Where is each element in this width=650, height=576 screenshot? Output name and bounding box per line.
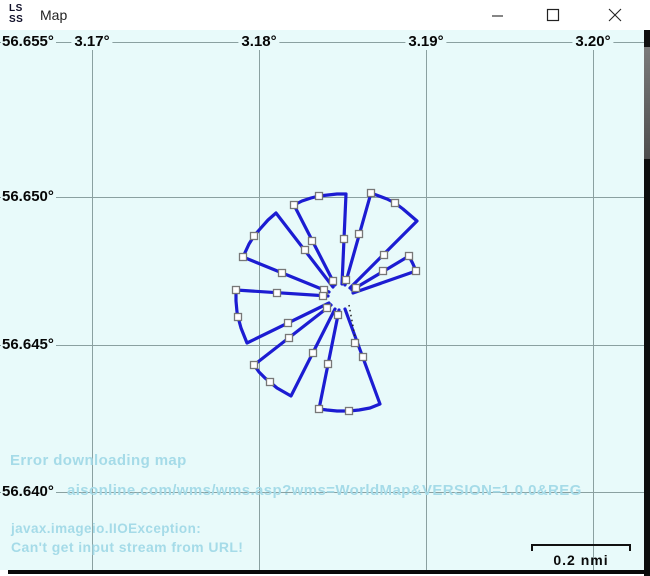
error-message-detail: Can't get input stream from URL! xyxy=(11,539,244,555)
lat-label: 56.640° xyxy=(1,483,56,500)
waypoint-marker[interactable] xyxy=(284,333,294,343)
waypoint-marker[interactable] xyxy=(249,231,259,241)
waypoint-marker[interactable] xyxy=(328,276,338,286)
grid-line-lon xyxy=(593,42,594,570)
scale-bar: 0.2 nmi xyxy=(527,540,635,572)
lon-label: 3.17° xyxy=(71,33,113,50)
window-bottom-border xyxy=(8,570,650,574)
grid-line-lon xyxy=(426,42,427,570)
waypoint-marker[interactable] xyxy=(300,245,310,255)
minimize-button[interactable] xyxy=(483,1,511,29)
waypoint-marker[interactable] xyxy=(308,348,318,358)
app-icon: LS SS xyxy=(9,3,23,25)
lat-label: 56.650° xyxy=(1,188,56,205)
scale-bar-tick-left xyxy=(531,544,533,551)
waypoint-marker[interactable] xyxy=(323,359,333,369)
background-window-strip xyxy=(644,30,650,576)
waypoint-marker[interactable] xyxy=(351,283,361,293)
error-message-url: aisonline.com/wms/wms.asp?wms=WorldMap&V… xyxy=(67,482,582,499)
waypoint-marker[interactable] xyxy=(378,266,388,276)
grid-line-lat xyxy=(0,492,645,493)
maximize-button[interactable] xyxy=(539,1,567,29)
waypoint-marker[interactable] xyxy=(354,229,364,239)
waypoint-marker[interactable] xyxy=(238,252,248,262)
waypoint-marker[interactable] xyxy=(322,303,332,313)
waypoint-marker[interactable] xyxy=(318,291,328,301)
survey-track-petal[interactable] xyxy=(350,254,418,295)
grid-line-lat xyxy=(0,345,645,346)
waypoint-marker[interactable] xyxy=(333,310,343,320)
scale-bar-label: 0.2 nmi xyxy=(553,552,609,568)
scale-bar-tick-right xyxy=(629,544,631,551)
lon-label: 3.20° xyxy=(572,33,614,50)
maximize-icon xyxy=(546,8,560,22)
lon-label: 3.18° xyxy=(238,33,280,50)
waypoint-marker[interactable] xyxy=(272,288,282,298)
waypoint-marker[interactable] xyxy=(277,268,287,278)
waypoint-marker[interactable] xyxy=(265,377,275,387)
grid-line-lat xyxy=(0,42,645,43)
waypoint-marker[interactable] xyxy=(366,188,376,198)
waypoint-marker[interactable] xyxy=(344,406,354,416)
app-icon-line1: LS xyxy=(9,3,23,14)
lat-label: 56.655° xyxy=(1,33,56,50)
waypoint-marker[interactable] xyxy=(289,200,299,210)
waypoint-marker[interactable] xyxy=(350,338,360,348)
grid-line-lon xyxy=(92,42,93,570)
waypoint-marker[interactable] xyxy=(341,275,351,285)
waypoint-marker[interactable] xyxy=(283,318,293,328)
error-message-title: Error downloading map xyxy=(10,452,187,469)
error-message-exception: javax.imageio.IIOException: xyxy=(11,521,202,536)
planned-leg-dotted-line xyxy=(348,304,357,343)
waypoint-marker[interactable] xyxy=(231,285,241,295)
close-button[interactable] xyxy=(601,1,629,29)
window-title: Map xyxy=(40,7,68,23)
waypoint-marker[interactable] xyxy=(339,234,349,244)
waypoint-marker[interactable] xyxy=(307,236,317,246)
waypoint-marker[interactable] xyxy=(358,352,368,362)
waypoint-marker[interactable] xyxy=(379,250,389,260)
lat-label: 56.645° xyxy=(1,336,56,353)
title-bar: LS SS Map xyxy=(0,0,650,30)
waypoint-marker[interactable] xyxy=(390,198,400,208)
waypoint-marker[interactable] xyxy=(314,191,324,201)
waypoint-marker[interactable] xyxy=(411,266,421,276)
waypoint-marker[interactable] xyxy=(314,404,324,414)
app-icon-line2: SS xyxy=(9,14,24,25)
grid-line-lon xyxy=(259,42,260,570)
waypoint-marker[interactable] xyxy=(249,360,259,370)
scale-bar-line xyxy=(531,544,631,546)
close-icon xyxy=(608,8,622,22)
lon-label: 3.19° xyxy=(405,33,447,50)
minimize-icon xyxy=(491,14,503,17)
waypoint-marker[interactable] xyxy=(233,312,243,322)
waypoint-marker[interactable] xyxy=(404,251,414,261)
